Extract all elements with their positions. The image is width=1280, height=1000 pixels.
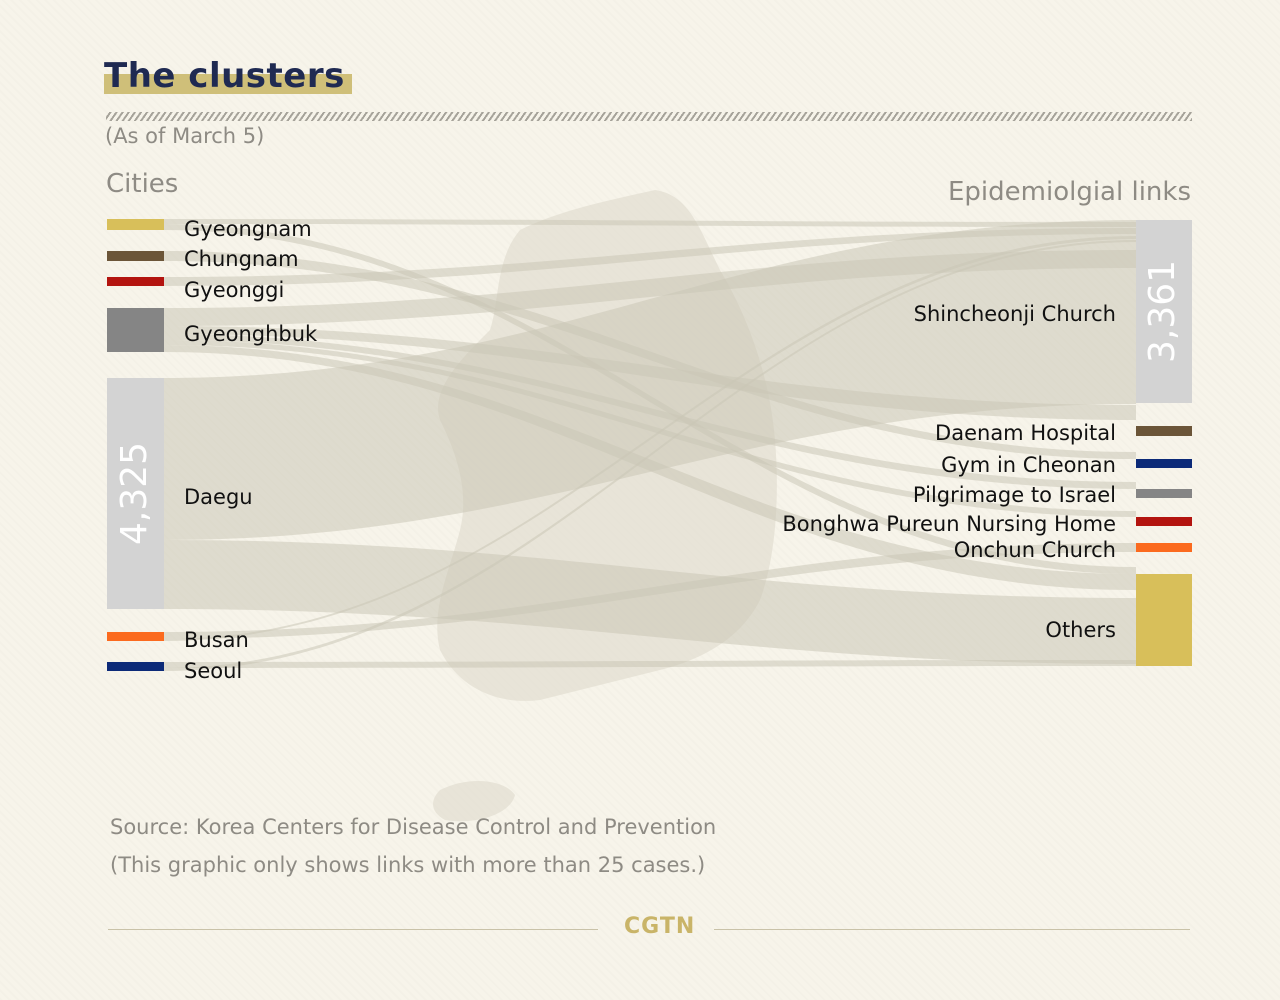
link-seoul-to-others [164, 660, 1136, 668]
link-gyeonghbuk-to-bonghwa-pureun-nursing-home [164, 340, 1136, 517]
node-label-gyeonggi: Gyeonggi [184, 278, 284, 302]
sankey-links [164, 219, 1136, 671]
node-pilgrimage-to-israel [1136, 489, 1192, 498]
link-daegu-to-shincheonji-church [164, 220, 1136, 540]
node-label-pilgrimage-to-israel: Pilgrimage to Israel [913, 483, 1116, 507]
node-chungnam [107, 251, 164, 261]
chart-subtitle: (As of March 5) [105, 124, 265, 148]
title-block: The clusters [104, 54, 352, 98]
node-label-shincheonji-church: Shincheonji Church [914, 302, 1116, 326]
title-highlight [104, 74, 352, 94]
link-gyeonggi-to-shincheonji-church [164, 228, 1136, 286]
node-daegu [107, 378, 164, 609]
link-daegu-to-others [164, 540, 1136, 664]
node-onchun-church [1136, 543, 1192, 552]
node-label-busan: Busan [184, 628, 249, 652]
node-busan [107, 632, 164, 641]
node-label-others: Others [1045, 618, 1116, 642]
sankey-labels: Gyeongnam Chungnam Gyeonggi Gyeonghbuk Daegu… [114, 217, 1183, 683]
node-label-bonghwa-pureun-nursing-home: Bonghwa Pureun Nursing Home [782, 512, 1116, 536]
node-value-shincheonji-church: 3,361 [1142, 260, 1183, 363]
node-gyeonggi [107, 277, 164, 286]
node-label-gym-in-cheonan: Gym in Cheonan [941, 453, 1116, 477]
node-gym-in-cheonan [1136, 459, 1192, 468]
node-label-daegu: Daegu [184, 485, 253, 509]
node-label-seoul: Seoul [184, 659, 242, 683]
chart-title: The clusters [104, 56, 345, 96]
footer-line-left [108, 929, 598, 930]
note-text: (This graphic only shows links with more… [110, 853, 706, 877]
node-seoul [107, 662, 164, 671]
link-gyeonghbuk-to-others [164, 345, 1136, 590]
node-label-gyeonghbuk: Gyeonghbuk [184, 322, 318, 346]
source-text: Source: Korea Centers for Disease Contro… [110, 815, 717, 839]
link-gyeonghbuk-to-daenam-hospital [164, 326, 1136, 420]
node-value-daegu: 4,325 [114, 442, 155, 545]
node-label-onchun-church: Onchun Church [954, 538, 1116, 562]
link-busan-to-onchun-church [164, 543, 1136, 639]
cgtn-logo: CGTN [624, 914, 696, 939]
node-daenam-hospital [1136, 426, 1192, 436]
hatched-divider [106, 112, 1192, 121]
node-label-daenam-hospital: Daenam Hospital [935, 421, 1116, 445]
link-gyeongnam-to-others [164, 224, 1136, 574]
jeju-island [433, 780, 515, 822]
link-busan-to-shincheonji-church [164, 236, 1136, 641]
link-gyeonghbuk-to-shincheonji-church [164, 250, 1136, 326]
sankey-nodes [107, 219, 1192, 671]
node-others [1136, 574, 1192, 666]
node-gyeonghbuk [107, 308, 164, 352]
node-label-gyeongnam: Gyeongnam [184, 217, 312, 241]
left-column-header: Cities [106, 169, 179, 199]
node-label-chungnam: Chungnam [184, 247, 299, 271]
link-gyeongnam-to-shincheonji-church [164, 219, 1136, 227]
node-shincheonji-church [1136, 220, 1192, 403]
link-chungnam-to-gym-in-cheonan [164, 251, 1136, 459]
node-bonghwa-pureun-nursing-home [1136, 517, 1192, 526]
link-gyeonghbuk-to-pilgrimage-to-israel [164, 334, 1136, 489]
right-column-header: Epidemiolgial links [947, 177, 1191, 207]
link-seoul-to-shincheonji-church [164, 240, 1136, 671]
node-gyeongnam [107, 219, 164, 230]
footer-line-right [714, 929, 1190, 930]
